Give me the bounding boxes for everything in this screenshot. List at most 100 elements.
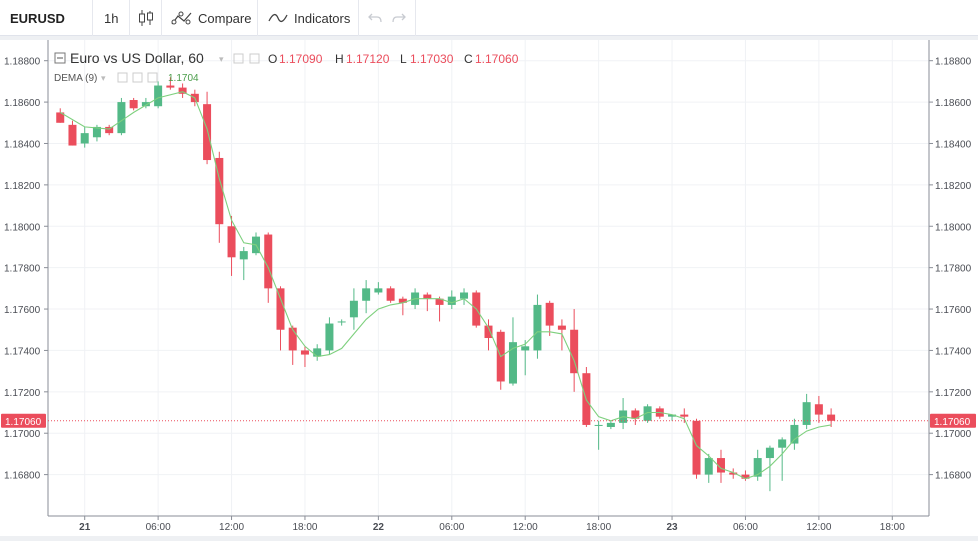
y-tick-label: 1.17800: [4, 264, 41, 275]
candle-down: [105, 124, 114, 136]
candle-down: [398, 296, 407, 316]
close-value: 1.17060: [475, 52, 519, 66]
candles-style-button[interactable]: [138, 0, 154, 36]
settings-icon[interactable]: [249, 53, 260, 64]
candle-down: [178, 83, 187, 98]
y-tick-label: 1.17600: [4, 305, 41, 316]
indicator-value: 1.1704: [168, 73, 199, 84]
candle-up: [154, 81, 163, 109]
candle-up: [619, 398, 628, 430]
svg-text:1.17060: 1.17060: [934, 417, 971, 428]
candle-up: [643, 404, 652, 423]
low-label: L: [400, 52, 407, 66]
candle-body: [729, 472, 738, 475]
y-axis-left: 1.18800 1.18600 1.18400 1.18200 1.18000 1.178…: [4, 57, 41, 482]
candle-body: [227, 226, 236, 258]
indicator-eye-icon[interactable]: [117, 72, 128, 83]
candle-body: [631, 410, 640, 419]
y-tick-label: 1.17200: [935, 388, 972, 399]
candle-up: [349, 288, 358, 330]
y-tick-label: 1.18400: [935, 139, 972, 150]
candle-down: [215, 151, 224, 243]
candle-body: [141, 102, 150, 107]
y-tick-label: 1.17400: [935, 346, 972, 357]
candle-up: [362, 280, 371, 314]
x-tick-label: 18:00: [586, 522, 611, 533]
candle-down: [300, 346, 309, 367]
redo-icon: [392, 13, 406, 23]
y-tick-label: 1.17000: [935, 429, 972, 440]
candle-up: [778, 437, 787, 481]
indicator-settings-icon[interactable]: [132, 72, 143, 83]
compare-button[interactable]: Compare: [171, 0, 251, 36]
undo-icon: [368, 13, 382, 23]
undo-button[interactable]: [368, 0, 382, 36]
y-tick-label: 1.17000: [4, 429, 41, 440]
indicator-close-icon[interactable]: [147, 72, 158, 83]
candle-body: [362, 288, 371, 301]
candle-body: [105, 126, 114, 134]
candle-up: [594, 420, 603, 450]
indicators-button[interactable]: Indicators: [268, 0, 350, 36]
candle-down: [827, 408, 836, 428]
symbol-search[interactable]: EURUSD: [10, 10, 65, 26]
y-tick-label: 1.17200: [4, 388, 41, 399]
x-tick-label: 12:00: [806, 522, 831, 533]
candle-down: [545, 300, 554, 336]
candle-body: [716, 458, 725, 473]
candle-down: [68, 120, 77, 146]
candle-body: [570, 329, 579, 374]
candle-up: [765, 445, 774, 492]
toolbar-divider: [358, 0, 359, 36]
candle-body: [753, 458, 762, 477]
redo-button[interactable]: [392, 0, 406, 36]
x-axis: 21 06:00 12:00 18:00 22 06:00 12:00 18:00 23 06:0…: [79, 522, 905, 533]
indicator-title[interactable]: DEMA (9): [54, 73, 97, 84]
x-tick-label: 12:00: [513, 522, 538, 533]
candle-body: [325, 323, 334, 351]
y-axis-right: 1.18800 1.18600 1.18400 1.18200 1.18000 1.178…: [935, 57, 972, 482]
interval-button[interactable]: 1h: [104, 10, 119, 26]
series-title: Euro vs US Dollar, 60: [70, 50, 204, 66]
candle-body: [178, 87, 187, 94]
price-chart[interactable]: 1.18800 1.18600 1.18400 1.18200 1.18000 1.178…: [0, 40, 978, 536]
candle-up: [508, 317, 517, 386]
candle-down: [56, 108, 65, 123]
candle-up: [239, 246, 248, 281]
candle-body: [521, 346, 530, 351]
candle-up: [606, 420, 615, 430]
candle-body: [741, 474, 750, 479]
chart-panel[interactable]: 1.18800 1.18600 1.18400 1.18200 1.18000 1.178…: [0, 40, 978, 536]
y-tick-label: 1.17800: [935, 264, 972, 275]
candle-body: [790, 424, 799, 444]
candle-body: [704, 458, 713, 475]
candle-up: [337, 319, 346, 326]
candle-body: [423, 294, 432, 299]
candle-up: [802, 393, 811, 430]
candle-body: [386, 288, 395, 301]
candle-down: [814, 395, 823, 423]
candle-body: [56, 112, 65, 123]
candle-down: [692, 418, 701, 479]
candle-body: [166, 85, 175, 88]
candle-up: [80, 126, 89, 148]
indicator-menu-chevron-icon[interactable]: ▾: [101, 73, 106, 83]
candle-body: [398, 298, 407, 303]
candle-body: [288, 327, 297, 351]
candle-body: [300, 350, 309, 355]
open-label: O: [268, 52, 277, 66]
x-tick-label: 18:00: [292, 522, 317, 533]
candle-up: [141, 97, 150, 109]
candle-body: [337, 321, 346, 323]
y-tick-label: 1.16800: [935, 471, 972, 482]
candle-down: [423, 292, 432, 312]
toolbar-divider: [92, 0, 93, 36]
series-menu-chevron-icon[interactable]: ▾: [219, 54, 224, 64]
candle-body: [680, 414, 689, 417]
candle-up: [533, 294, 542, 359]
open-value: 1.17090: [279, 52, 323, 66]
candle-down: [729, 468, 738, 479]
high-label: H: [335, 52, 344, 66]
eye-icon[interactable]: [233, 53, 244, 64]
candle-body: [557, 325, 566, 330]
